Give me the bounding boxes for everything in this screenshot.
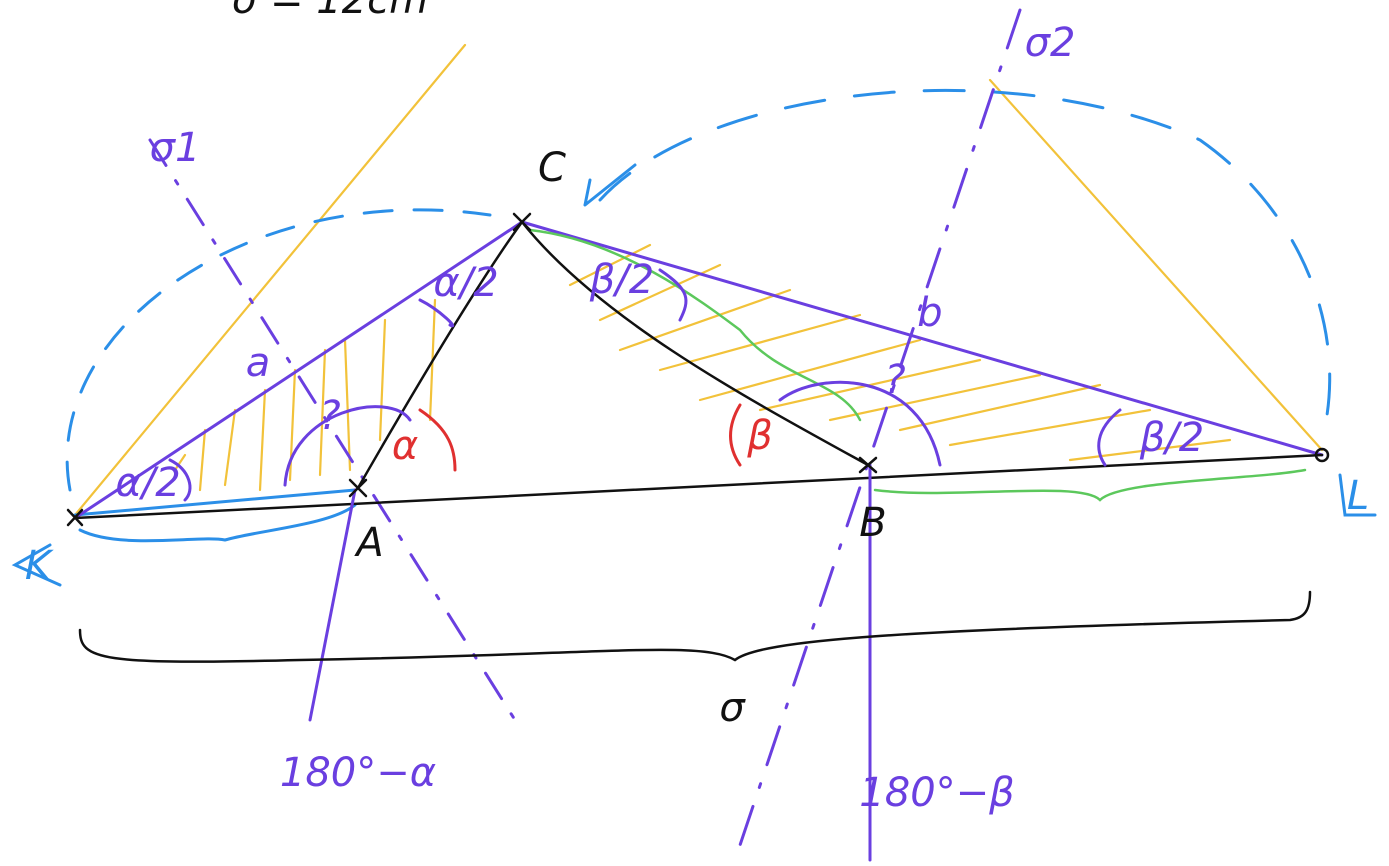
point-marks <box>66 212 1330 527</box>
brace <box>78 590 1312 663</box>
yellow-lines <box>73 43 1324 517</box>
label: σ1 <box>150 125 201 171</box>
label: 180°−α <box>280 750 436 796</box>
bisectors <box>148 8 1022 862</box>
label: a <box>246 340 271 386</box>
label: σ2 <box>1025 20 1076 66</box>
label: b <box>917 290 942 336</box>
label: α <box>392 423 418 469</box>
label: α/2 <box>115 460 180 506</box>
label: B <box>859 500 886 546</box>
label: β/2 <box>589 257 654 303</box>
label: C <box>538 145 566 191</box>
label: σ <box>719 685 746 731</box>
label: ? <box>884 357 905 403</box>
angle-arcs <box>168 268 1122 502</box>
labels: σ = 12cm σ1 σ2 C A B K La b α/2 α/2 β/2 α β β/2?? 180°−… <box>25 0 1369 816</box>
label: β <box>746 413 773 459</box>
label: A <box>353 520 383 566</box>
label: α/2 <box>433 260 498 306</box>
triangle <box>73 220 1324 862</box>
label: β/2 <box>1139 415 1204 461</box>
label: σ = 12cm <box>232 0 428 23</box>
label: K <box>25 543 54 589</box>
label: L <box>1347 473 1369 519</box>
label: 180°−β <box>859 770 1014 816</box>
arcs <box>11 88 1377 587</box>
label: ? <box>319 393 340 439</box>
